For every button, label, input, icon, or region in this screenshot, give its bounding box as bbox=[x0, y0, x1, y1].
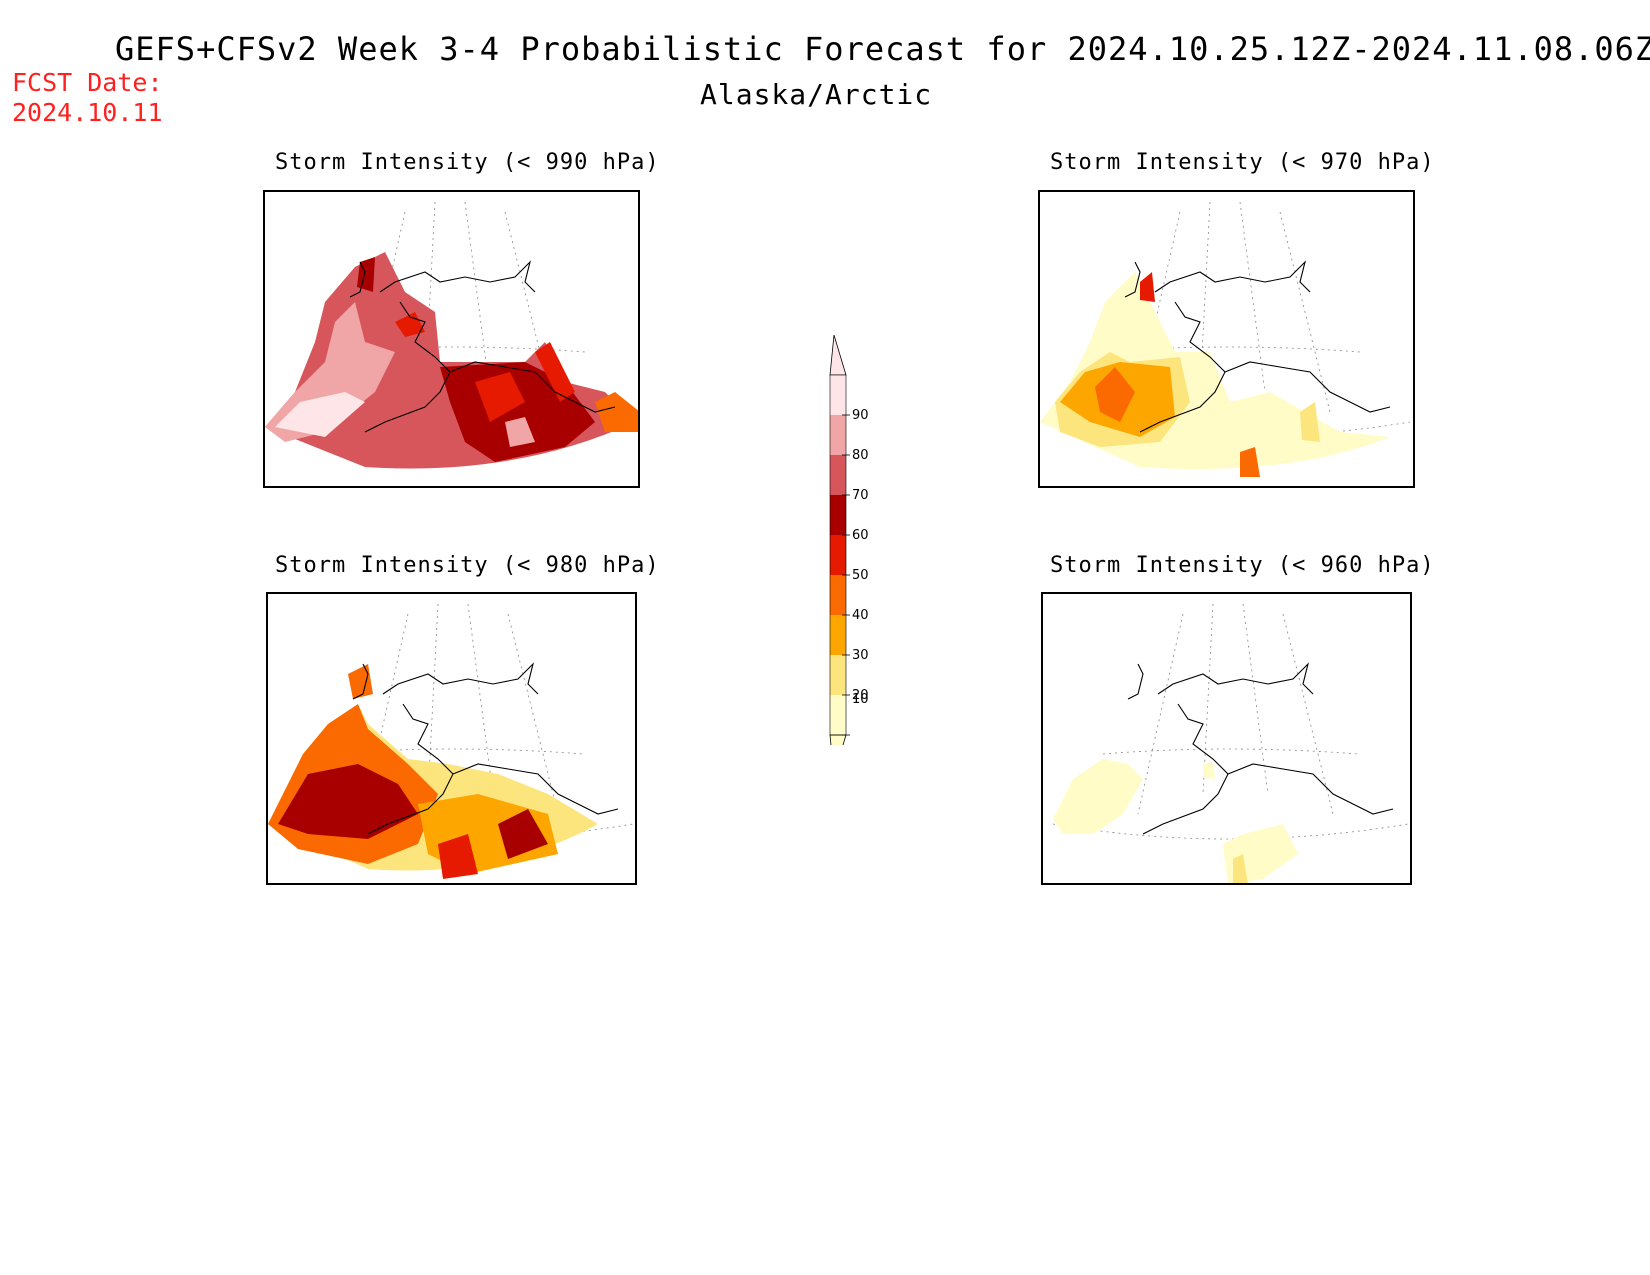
colorbar-segment-3 bbox=[830, 575, 846, 615]
colorbar-bottom-arrow bbox=[829, 734, 847, 776]
colorbar-label-80: 80 bbox=[852, 448, 869, 463]
panel-960-title: Storm Intensity (< 960 hPa) bbox=[1050, 553, 1435, 578]
forecast-date-block: FCST Date: 2024.10.11 bbox=[12, 68, 163, 128]
colorbar-segment-2 bbox=[830, 615, 846, 655]
colorbar-segment-4 bbox=[830, 535, 846, 575]
colorbar-outline bbox=[829, 374, 847, 736]
map-990-svg bbox=[265, 201, 638, 469]
panel-970-title: Storm Intensity (< 970 hPa) bbox=[1050, 150, 1435, 175]
figure-subtitle: Alaska/Arctic bbox=[700, 78, 933, 111]
colorbar-segment-7 bbox=[830, 415, 846, 455]
grid-lines bbox=[1052, 603, 1409, 840]
colorbar-top-arrow bbox=[829, 334, 847, 376]
colorbar-segment-5 bbox=[830, 495, 846, 535]
coastline-980 bbox=[352, 662, 619, 835]
colorbar-label-20: 20 bbox=[852, 688, 869, 703]
colorbar-segment-8 bbox=[830, 375, 846, 415]
coastline-970 bbox=[1124, 260, 1391, 433]
probability-fill-960 bbox=[1053, 759, 1298, 883]
probability-fill-970 bbox=[1040, 272, 1390, 477]
colorbar-label-50: 50 bbox=[852, 568, 869, 583]
colorbar-segment-1 bbox=[830, 655, 846, 695]
coastline-990 bbox=[349, 260, 616, 433]
map-panel-980 bbox=[266, 592, 637, 885]
map-980-svg bbox=[268, 603, 634, 879]
colorbar: 10 20 30 40 50 60 70 80 90 bbox=[820, 334, 890, 776]
panel-980-title: Storm Intensity (< 980 hPa) bbox=[275, 553, 660, 578]
probability-fill-990 bbox=[265, 252, 638, 469]
colorbar-segment-0 bbox=[830, 695, 846, 735]
colorbar-label-60: 60 bbox=[852, 528, 869, 543]
probability-fill-980 bbox=[268, 664, 598, 879]
map-panel-960 bbox=[1041, 592, 1412, 885]
forecast-date-label: FCST Date: bbox=[12, 68, 163, 97]
map-panel-990 bbox=[263, 190, 640, 488]
colorbar-label-30: 30 bbox=[852, 648, 869, 663]
map-960-svg bbox=[1052, 603, 1409, 883]
coastline-960 bbox=[1127, 662, 1394, 835]
forecast-date-value: 2024.10.11 bbox=[12, 98, 163, 127]
colorbar-segment-6 bbox=[830, 455, 846, 495]
colorbar-label-70: 70 bbox=[852, 488, 869, 503]
colorbar-label-40: 40 bbox=[852, 608, 869, 623]
panel-990-title: Storm Intensity (< 990 hPa) bbox=[275, 150, 660, 175]
colorbar-label-90: 90 bbox=[852, 408, 869, 423]
colorbar-label-10: 10 bbox=[852, 692, 869, 707]
map-panel-970 bbox=[1038, 190, 1415, 488]
map-970-svg bbox=[1040, 201, 1411, 477]
figure-title: GEFS+CFSv2 Week 3-4 Probabilistic Foreca… bbox=[115, 30, 1650, 68]
